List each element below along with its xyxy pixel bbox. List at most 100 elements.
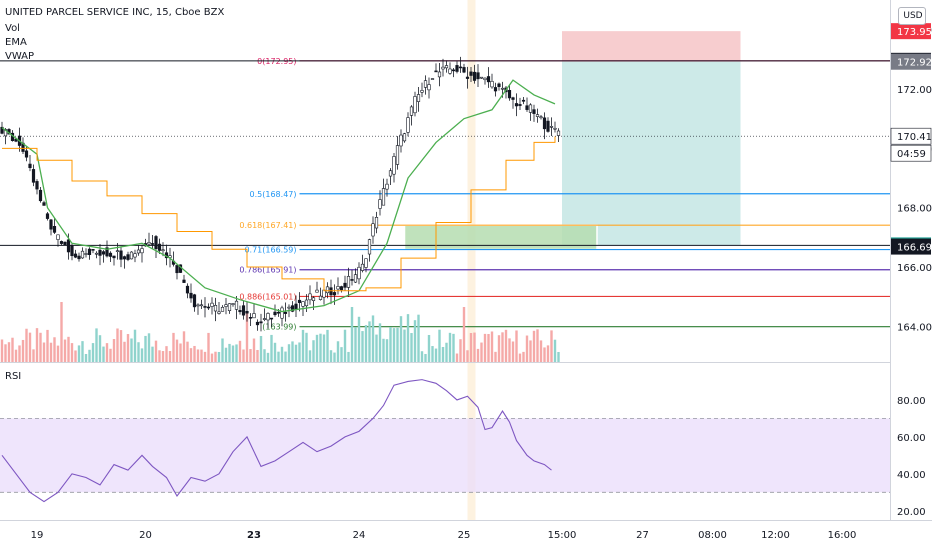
volume-bar (154, 340, 158, 362)
candle-body (525, 105, 529, 110)
candle-body (129, 251, 134, 260)
volume-bar (518, 353, 522, 362)
volume-bar (431, 346, 434, 362)
volume-bar (228, 343, 231, 362)
candle-body (52, 225, 57, 233)
volume-bar (438, 329, 441, 362)
volume-bar (396, 327, 399, 362)
candle-body (430, 78, 435, 80)
candle-body (500, 87, 505, 90)
volume-bar (224, 347, 228, 362)
candle-body (350, 279, 354, 281)
volume-bar (4, 344, 7, 362)
candle-body (406, 117, 410, 133)
candle-body (392, 156, 396, 175)
candle-body (66, 239, 71, 253)
volume-bar (84, 353, 88, 362)
candle-body (45, 213, 50, 219)
candle-body (38, 189, 43, 202)
candle-body (203, 306, 207, 308)
candle-body (87, 248, 92, 255)
candle-body (199, 304, 204, 307)
volume-bar (98, 335, 102, 362)
price-label-box (890, 144, 932, 162)
candle-body (437, 71, 442, 78)
candle-body (353, 274, 358, 283)
price-label-box (891, 23, 931, 40)
volume-bar (459, 339, 462, 362)
candle-body (304, 299, 309, 307)
volume-bar (7, 342, 11, 362)
volume-bar (473, 332, 476, 362)
volume-bar (210, 353, 214, 362)
candle-body (395, 145, 400, 165)
volume-bar (361, 331, 364, 362)
volume-bar (389, 327, 392, 362)
time-tick-label: 19 (31, 530, 44, 541)
candle-body (493, 87, 498, 92)
volume-bar (35, 328, 39, 362)
volume-bar (270, 334, 273, 362)
volume-bar (175, 339, 179, 362)
candle-body (301, 301, 305, 307)
volume-bar (455, 353, 459, 362)
candle-body (59, 241, 64, 244)
volume-bar (441, 346, 445, 362)
candle-body (276, 311, 281, 314)
volume-bar (536, 329, 539, 362)
volume-bar (28, 332, 32, 362)
volume-bar (179, 343, 182, 362)
candle-body (476, 72, 480, 80)
volume-bar (333, 352, 336, 362)
price-label-box (891, 238, 931, 255)
volume-bar (305, 332, 308, 362)
volume-bar (165, 346, 168, 362)
volume-bar (371, 315, 375, 362)
volume-bar (238, 340, 242, 362)
volume-bar (501, 332, 504, 362)
candle-body (364, 258, 368, 268)
candle-body (136, 249, 141, 254)
volume-bar (256, 349, 259, 362)
volume-bar (11, 337, 14, 362)
volume-bar (252, 338, 256, 362)
volume-bar (161, 351, 165, 362)
candle-body (73, 253, 78, 258)
time-tick-label: 24 (353, 530, 366, 541)
fib-label-0.618: 0.618(167.41) (239, 221, 296, 230)
currency-selector[interactable]: USD (898, 7, 926, 25)
candle-body (497, 83, 501, 88)
candle-body (245, 310, 249, 314)
volume-bar (130, 338, 133, 362)
volume-bar (123, 341, 126, 362)
fib-label-1: (163.99) (262, 323, 296, 332)
volume-bar (105, 343, 109, 362)
volume-bar (102, 346, 105, 362)
candle-body (413, 96, 417, 114)
candle-body (105, 247, 109, 257)
volume-bar (462, 307, 466, 362)
candle-body (339, 286, 344, 291)
candle-body (161, 249, 165, 252)
volume-bar (557, 351, 560, 362)
volume-bar (182, 331, 186, 362)
volume-bar (529, 340, 532, 362)
volume-bar (469, 332, 473, 362)
volume-bar (56, 345, 60, 362)
candle-body (308, 293, 312, 301)
volume-bar (126, 334, 130, 362)
candle-body (255, 321, 260, 326)
volume-bar (392, 328, 396, 362)
volume-bar (312, 340, 315, 362)
candle-body (343, 282, 347, 288)
volume-bar (109, 348, 112, 362)
volume-bar (550, 330, 553, 362)
volume-bar (322, 334, 326, 362)
legend-vwap: VWAP (5, 51, 35, 62)
volume-bar (368, 321, 371, 362)
volume-bar (525, 335, 529, 362)
volume-bar (280, 346, 284, 362)
time-tick-label: 16:00 (828, 530, 857, 541)
volume-bar (319, 333, 322, 362)
